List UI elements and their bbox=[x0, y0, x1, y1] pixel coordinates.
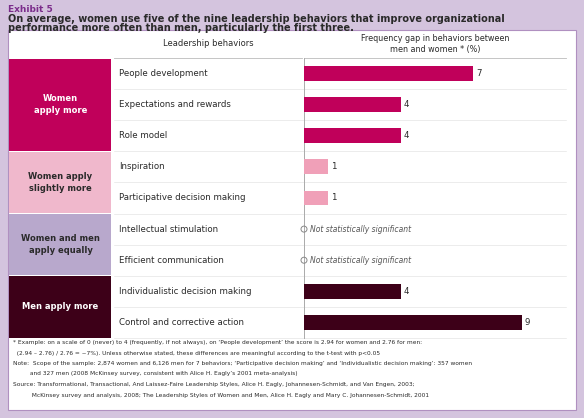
Text: Not statistically significant: Not statistically significant bbox=[310, 224, 411, 234]
Text: Intellectual stimulation: Intellectual stimulation bbox=[119, 224, 218, 234]
Text: 1: 1 bbox=[331, 194, 337, 202]
Text: and 327 men (2008 McKinsey survey, consistent with Alice H. Eagly’s 2001 meta-an: and 327 men (2008 McKinsey survey, consi… bbox=[13, 372, 298, 377]
Text: Women apply
slightly more: Women apply slightly more bbox=[29, 172, 92, 193]
Text: Frequency gap in behaviors between
men and women * (%): Frequency gap in behaviors between men a… bbox=[361, 34, 509, 54]
Bar bbox=[9, 276, 111, 337]
Bar bbox=[9, 214, 111, 275]
Bar bbox=[304, 191, 328, 206]
Text: 4: 4 bbox=[404, 287, 409, 296]
Bar bbox=[304, 97, 401, 112]
Text: Control and corrective action: Control and corrective action bbox=[119, 318, 244, 327]
Bar bbox=[304, 66, 474, 81]
Text: Participative decision making: Participative decision making bbox=[119, 194, 245, 202]
Text: Exhibit 5: Exhibit 5 bbox=[8, 5, 53, 14]
Text: (2.94 – 2.76) / 2.76 = ~7%). Unless otherwise stated, these differences are mean: (2.94 – 2.76) / 2.76 = ~7%). Unless othe… bbox=[13, 351, 380, 355]
Text: Inspiration: Inspiration bbox=[119, 162, 165, 171]
Text: 4: 4 bbox=[404, 131, 409, 140]
Bar bbox=[304, 284, 401, 299]
Text: performance more often than men, particularly the first three.: performance more often than men, particu… bbox=[8, 23, 354, 33]
Text: Expectations and rewards: Expectations and rewards bbox=[119, 100, 231, 109]
Text: On average, women use five of the nine leadership behaviors that improve organiz: On average, women use five of the nine l… bbox=[8, 14, 505, 24]
Text: McKinsey survey and analysis, 2008; The Leadership Styles of Women and Men, Alic: McKinsey survey and analysis, 2008; The … bbox=[13, 393, 429, 398]
Text: Women
apply more: Women apply more bbox=[34, 94, 87, 115]
Bar bbox=[304, 159, 328, 174]
Text: 4: 4 bbox=[404, 100, 409, 109]
Text: Role model: Role model bbox=[119, 131, 167, 140]
Bar bbox=[304, 128, 401, 143]
Text: Efficient communication: Efficient communication bbox=[119, 256, 224, 265]
Text: Source: Transformational, Transactional, And Laissez-Faire Leadership Styles, Al: Source: Transformational, Transactional,… bbox=[13, 382, 415, 387]
Text: 9: 9 bbox=[525, 318, 530, 327]
Text: Not statistically significant: Not statistically significant bbox=[310, 256, 411, 265]
Text: Individualistic decision making: Individualistic decision making bbox=[119, 287, 252, 296]
Bar bbox=[9, 59, 111, 151]
Text: 7: 7 bbox=[477, 69, 482, 78]
Text: Women and men
apply equally: Women and men apply equally bbox=[21, 234, 100, 255]
Bar bbox=[9, 152, 111, 213]
Text: * Example: on a scale of 0 (never) to 4 (frequently, if not always), on ‘People : * Example: on a scale of 0 (never) to 4 … bbox=[13, 340, 422, 345]
Text: Note:  Scope of the sample: 2,874 women and 6,126 men for 7 behaviors; ‘Particip: Note: Scope of the sample: 2,874 women a… bbox=[13, 361, 472, 366]
Text: Leadership behaviors: Leadership behaviors bbox=[163, 39, 253, 48]
Text: People development: People development bbox=[119, 69, 208, 78]
Bar bbox=[304, 315, 522, 330]
Text: 1: 1 bbox=[331, 162, 337, 171]
Text: Men apply more: Men apply more bbox=[22, 302, 99, 311]
